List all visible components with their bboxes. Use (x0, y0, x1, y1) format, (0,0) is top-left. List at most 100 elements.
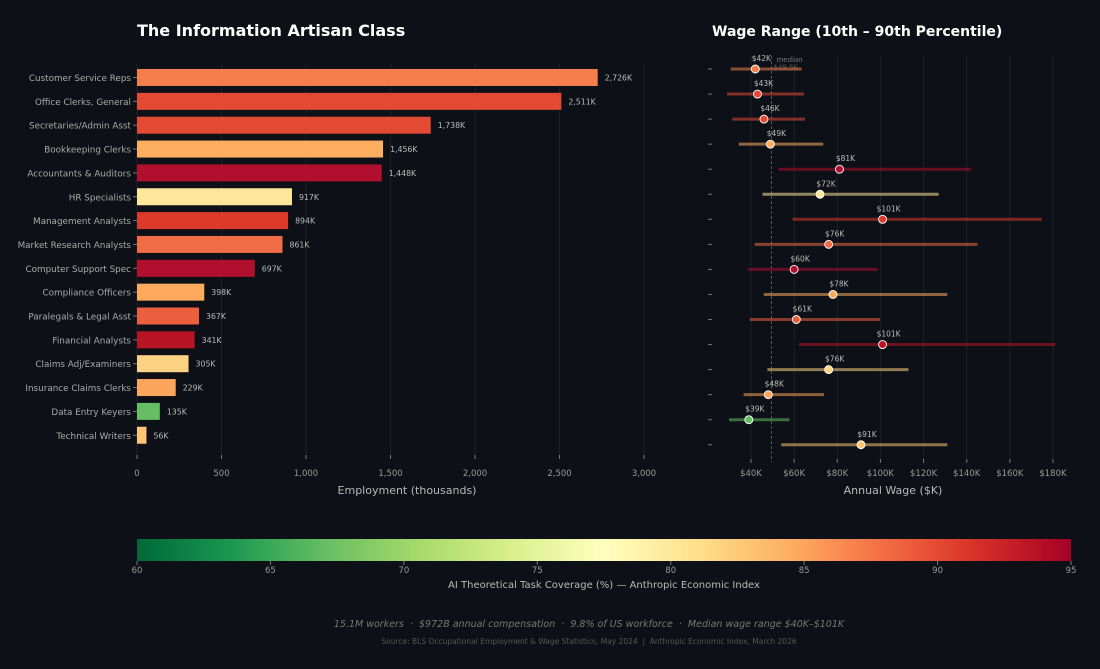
bar (137, 283, 205, 301)
bar (137, 116, 431, 134)
right-x-axis-label: Annual Wage ($K) (844, 484, 943, 497)
median-label: $78K (829, 279, 849, 288)
wage-range-chart: $40K $60K $80K $100K $120K $140K $160K $180K med… (708, 54, 1067, 479)
value-label: 1,738K (438, 121, 466, 130)
colorbar-label: AI Theoretical Task Coverage (%) — Anthr… (448, 580, 760, 591)
value-label: 341K (202, 336, 223, 345)
x-tick-label: 1,000 (294, 469, 318, 479)
value-label: 2,726K (605, 74, 633, 83)
category-label: Paralegals & Legal Asst (28, 313, 131, 323)
median-dot (824, 239, 834, 249)
median-label: $72K (816, 179, 836, 188)
bar (137, 164, 382, 182)
median-dot (789, 264, 799, 274)
median-dot (753, 89, 762, 99)
bar (137, 69, 598, 86)
x-tick-label: 2,500 (547, 469, 571, 479)
value-label: 861K (290, 240, 311, 249)
category-label: Insurance Claims Clerks (25, 384, 131, 394)
colorbar-tick-label: 85 (799, 566, 810, 576)
median-label: $43K (754, 79, 774, 88)
bar (137, 379, 176, 397)
median-label: $101K (877, 204, 902, 213)
median-label: $42K (752, 54, 772, 63)
median-label: $46K (760, 104, 780, 113)
value-label: 2,511K (568, 97, 596, 106)
median-dot (791, 315, 801, 324)
x-tick-label: $100K (867, 469, 895, 479)
x-tick-label: $60K (783, 469, 805, 479)
bar (137, 140, 384, 158)
median-dot (765, 139, 775, 149)
x-tick-label: $120K (910, 469, 938, 479)
value-label: 135K (167, 407, 188, 416)
bar (137, 235, 283, 253)
category-label: Customer Service Reps (29, 74, 132, 84)
value-label: 229K (183, 384, 204, 393)
median-dot (856, 440, 866, 450)
x-tick-label: 0 (134, 469, 139, 479)
value-label: 917K (299, 193, 320, 202)
median-dot (824, 365, 834, 375)
x-tick-label: 2,000 (463, 469, 487, 479)
value-label: 367K (206, 312, 227, 321)
colorbar-tick-label: 95 (1066, 566, 1077, 576)
median-label: $76K (825, 229, 845, 238)
category-label: Bookkeeping Clerks (44, 146, 131, 156)
right-chart-title: Wage Range (10th – 90th Percentile) (712, 24, 1002, 40)
bar (137, 92, 562, 110)
median-dot (834, 164, 844, 174)
median-dot (759, 114, 769, 124)
colorbar-tick-label: 80 (665, 566, 676, 576)
value-label: 1,448K (389, 169, 417, 178)
left-x-axis-label: Employment (thousands) (338, 484, 477, 497)
bar (137, 307, 200, 325)
category-label: Management Analysts (33, 217, 131, 227)
category-label: HR Specialists (69, 193, 132, 203)
overall-median-label: median (776, 56, 802, 64)
x-tick-label: $80K (826, 469, 848, 479)
value-label: 1,456K (390, 145, 418, 154)
category-label: Office Clerks, General (35, 98, 131, 108)
bar (137, 188, 292, 206)
median-label: $81K (836, 154, 856, 163)
median-label: $60K (791, 254, 811, 263)
category-label: Data Entry Keyers (51, 408, 131, 418)
value-label: 398K (211, 288, 232, 297)
bar (137, 259, 255, 277)
category-label: Claims Adj/Examiners (35, 360, 131, 370)
value-label: 894K (295, 217, 316, 226)
category-label: Financial Analysts (52, 336, 131, 346)
bar (137, 355, 189, 373)
x-tick-label: $160K (996, 469, 1024, 479)
value-label: 697K (262, 264, 283, 273)
bar (137, 402, 160, 420)
median-dot (744, 415, 754, 425)
category-label: Compliance Officers (43, 289, 132, 299)
category-label: Secretaries/Admin Asst (29, 122, 132, 132)
median-dot (878, 214, 888, 224)
colorbar-tick-label: 60 (132, 566, 143, 576)
bar (137, 426, 147, 444)
median-dot (763, 390, 773, 400)
category-label: Technical Writers (55, 432, 131, 442)
median-dot (750, 64, 760, 74)
x-tick-label: 3,000 (632, 469, 656, 479)
median-label: $61K (793, 305, 813, 314)
category-label: Computer Support Spec (25, 265, 131, 275)
left-chart-title: The Information Artisan Class (137, 21, 405, 40)
median-dot (878, 340, 888, 349)
median-label: $76K (825, 355, 845, 364)
median-label: $49K (767, 129, 787, 138)
x-tick-label: $40K (740, 469, 762, 479)
bar (137, 212, 289, 230)
colorbar-tick-label: 90 (932, 566, 943, 576)
bar (137, 331, 195, 349)
median-label: $48K (765, 380, 785, 389)
colorbar-tick-label: 65 (265, 566, 276, 576)
x-tick-label: $180K (1039, 469, 1067, 479)
footer-source: Source: BLS Occupational Employment & Wa… (381, 637, 796, 646)
median-label: $101K (877, 330, 902, 339)
footer-summary: 15.1M workers · $972B annual compensatio… (334, 619, 845, 630)
colorbar-gradient (137, 539, 1071, 561)
